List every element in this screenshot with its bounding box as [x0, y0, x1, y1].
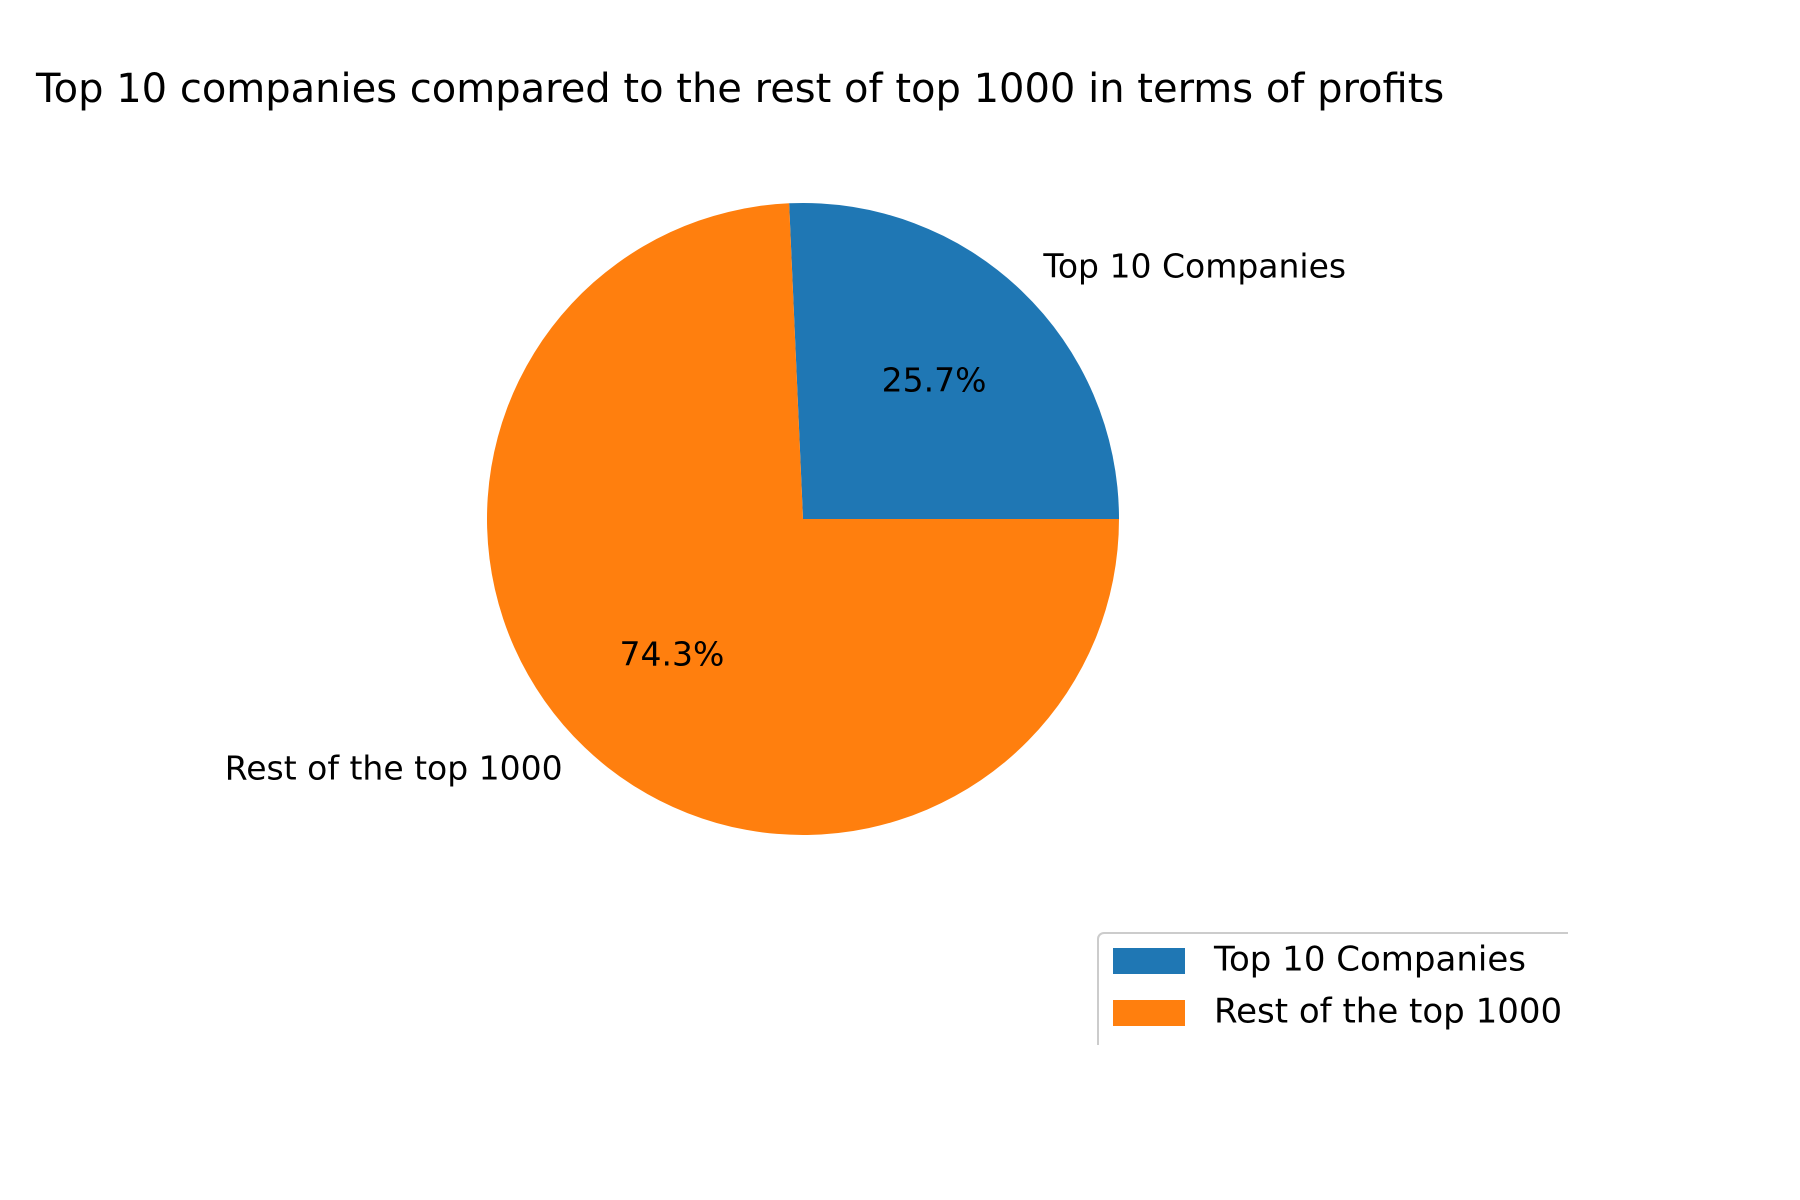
pct-label-1: 74.3% — [619, 634, 724, 673]
pie-chart: Top 10 companies compared to the rest of… — [35, 66, 1568, 1045]
legend-label-1: Rest of the top 1000 — [1214, 992, 1562, 1032]
pie-slice-0 — [789, 202, 1120, 520]
pie-slices — [487, 202, 1120, 835]
legend-entries: Top 10 Companies Rest of the top 1000 — [1113, 940, 1562, 1032]
legend-label-0: Top 10 Companies — [1213, 940, 1526, 980]
legend-swatch-0 — [1113, 948, 1185, 974]
pie-slice-1 — [487, 203, 1120, 835]
slice-label-0: Top 10 Companies — [1042, 246, 1346, 285]
percentage-labels: 25.7% 74.3% — [619, 361, 986, 674]
chart-title: Top 10 companies compared to the rest of… — [35, 66, 1444, 112]
pct-label-0: 25.7% — [882, 361, 987, 400]
legend: Top 10 Companies Rest of the top 1000 — [1097, 932, 1568, 1045]
slice-label-1: Rest of the top 1000 — [225, 749, 563, 788]
legend-swatch-1 — [1113, 1000, 1185, 1026]
legend-frame — [1097, 932, 1568, 1045]
slice-labels: Top 10 Companies Rest of the top 1000 — [225, 246, 1346, 787]
